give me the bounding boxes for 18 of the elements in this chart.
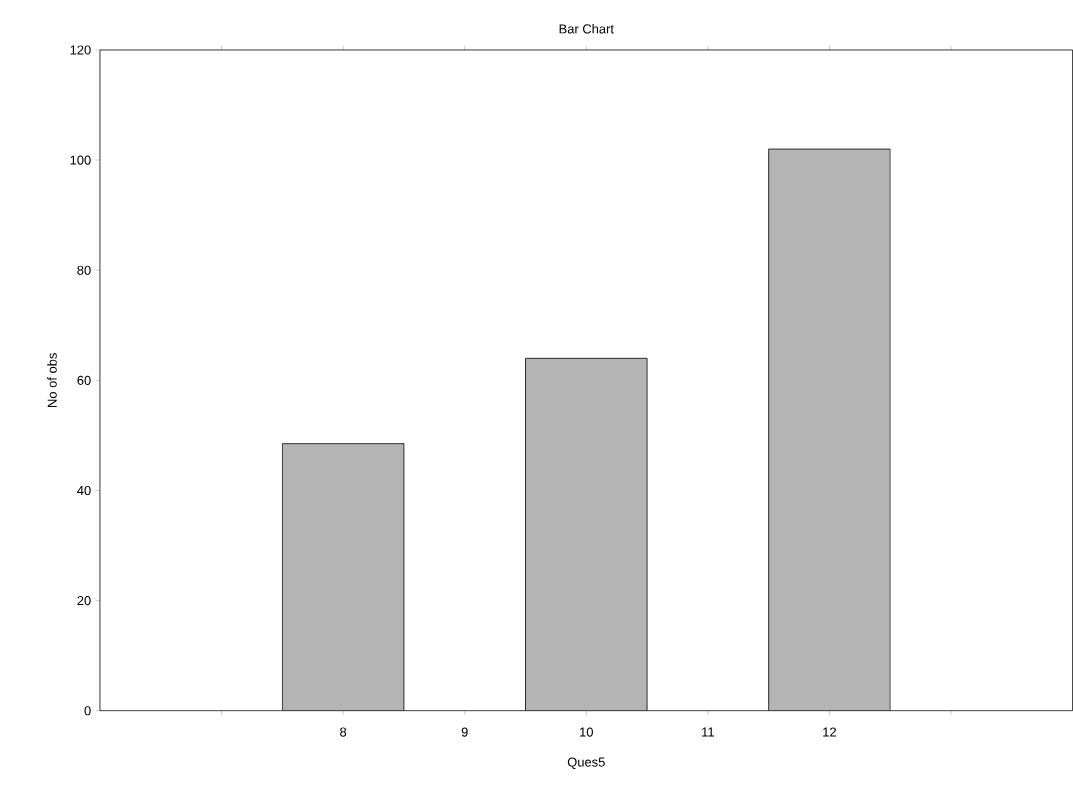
x-tick-label: 12 <box>823 727 836 737</box>
chart-title: Bar Chart <box>559 24 614 34</box>
y-tick-label: 100 <box>70 155 91 165</box>
y-tick-label: 60 <box>77 375 91 386</box>
x-axis-title: Ques5 <box>567 757 605 770</box>
y-axis-title: No of obs <box>47 353 57 408</box>
y-tick-label: 20 <box>77 596 91 606</box>
bar <box>281 443 405 711</box>
x-tick-label: 8 <box>340 727 347 737</box>
x-tick-label: 10 <box>580 727 593 737</box>
y-tick-label: 40 <box>77 486 91 496</box>
x-tick-label: 11 <box>702 727 714 737</box>
bar <box>768 148 891 711</box>
y-tick-label: 80 <box>77 265 91 275</box>
bar <box>525 358 648 711</box>
x-tick-label: 9 <box>461 727 468 737</box>
y-tick-label: 0 <box>84 706 91 716</box>
y-tick-label: 120 <box>70 45 91 55</box>
